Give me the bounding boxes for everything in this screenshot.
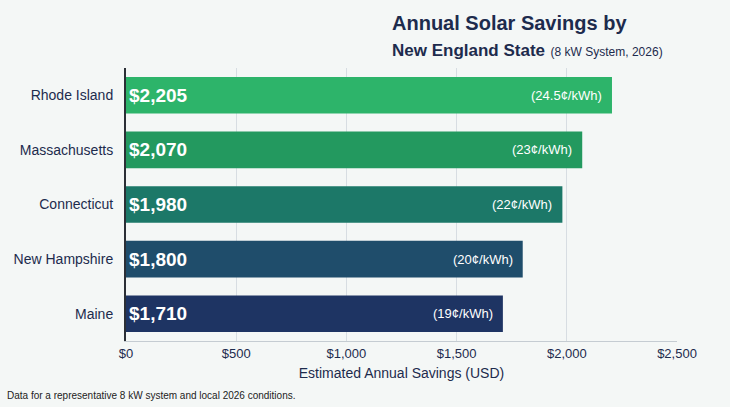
- svg-text:Estimated Annual Savings (USD): Estimated Annual Savings (USD): [299, 365, 504, 381]
- svg-text:(20¢/kWh): (20¢/kWh): [453, 252, 513, 267]
- svg-text:(22¢/kWh): (22¢/kWh): [492, 197, 552, 212]
- svg-text:$1,500: $1,500: [437, 346, 477, 361]
- svg-text:$0: $0: [119, 346, 133, 361]
- svg-text:Connecticut: Connecticut: [39, 196, 113, 212]
- svg-text:$1,800: $1,800: [129, 249, 187, 270]
- svg-text:(24.5¢/kWh): (24.5¢/kWh): [531, 88, 602, 103]
- svg-text:$1,710: $1,710: [129, 303, 187, 324]
- svg-text:$1,980: $1,980: [129, 194, 187, 215]
- svg-text:$2,000: $2,000: [547, 346, 587, 361]
- svg-text:$2,070: $2,070: [129, 139, 187, 160]
- svg-text:$2,500: $2,500: [657, 346, 697, 361]
- svg-text:$2,205: $2,205: [129, 85, 188, 106]
- svg-text:(23¢/kWh): (23¢/kWh): [512, 142, 572, 157]
- svg-text:$1,000: $1,000: [327, 346, 367, 361]
- svg-text:New Hampshire: New Hampshire: [14, 251, 114, 267]
- svg-text:Data for a representative 8 kW: Data for a representative 8 kW system an…: [7, 390, 295, 401]
- svg-text:Rhode Island: Rhode Island: [31, 87, 114, 103]
- svg-text:Annual Solar Savings byNew Eng: Annual Solar Savings byNew England State…: [392, 12, 663, 60]
- svg-text:$500: $500: [222, 346, 251, 361]
- svg-text:(19¢/kWh): (19¢/kWh): [433, 306, 493, 321]
- svg-text:Massachusetts: Massachusetts: [20, 142, 113, 158]
- svg-text:Maine: Maine: [75, 306, 113, 322]
